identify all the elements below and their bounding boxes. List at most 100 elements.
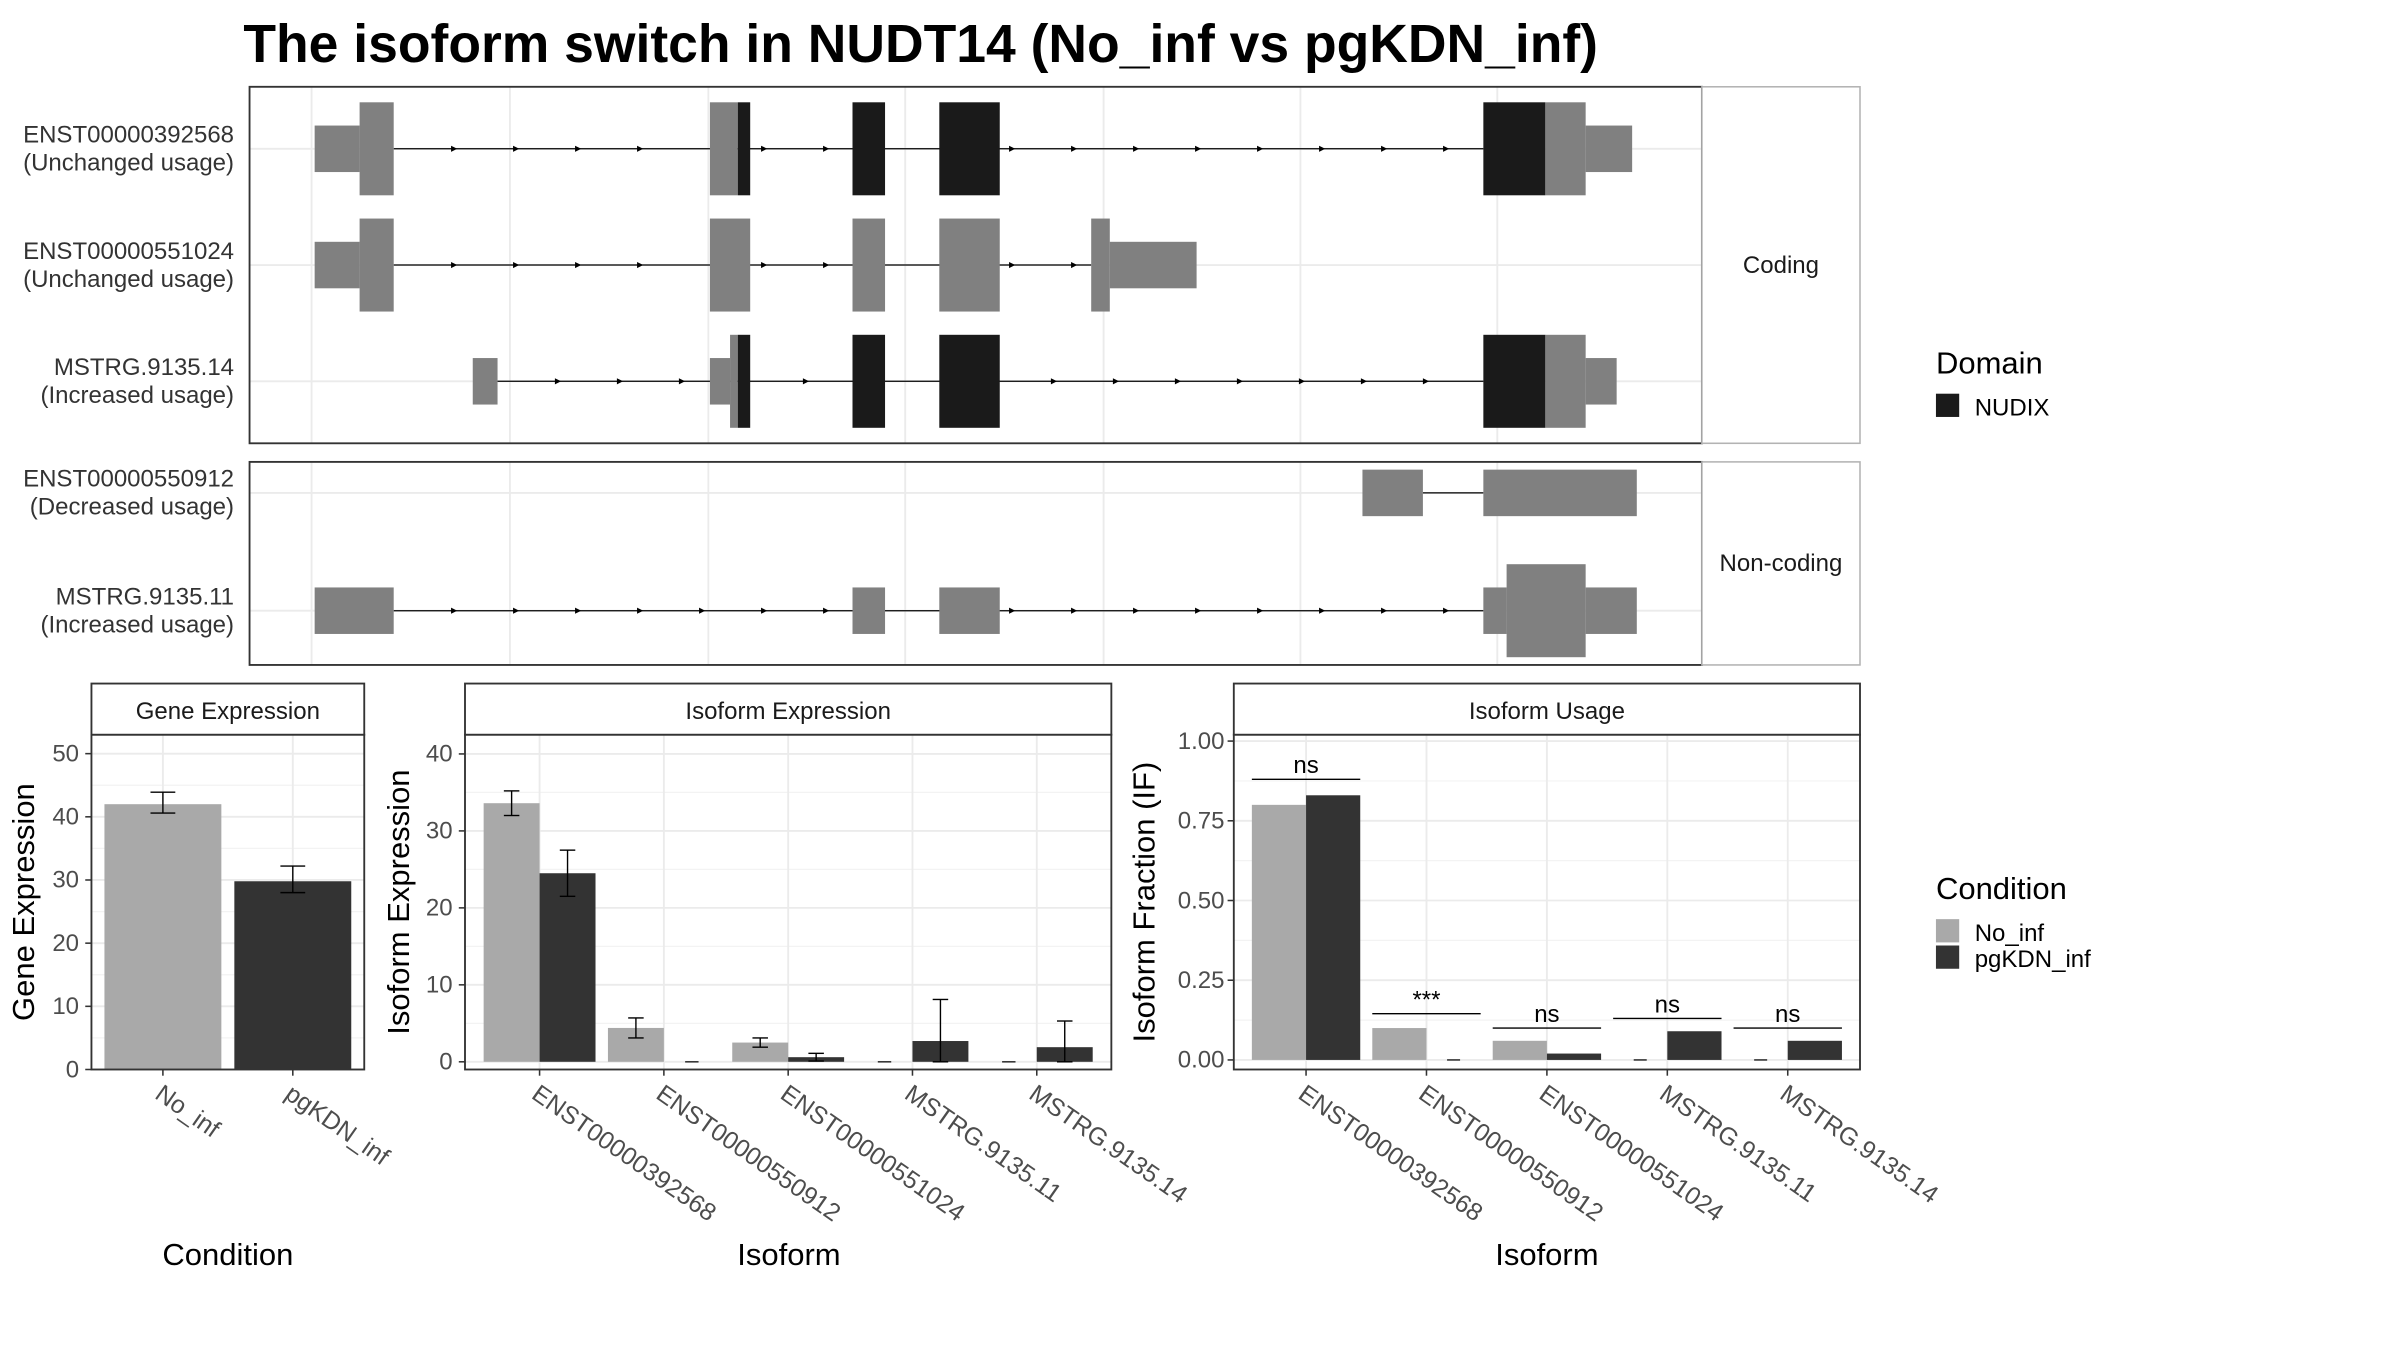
nudix-domain-block [939,102,1000,196]
nudix-domain-block [852,102,886,196]
exon-block [939,218,1000,312]
isoform-usage-label: (Unchanged usage) [23,150,234,177]
direction-arrow [1009,145,1016,152]
direction-arrow [1071,607,1078,614]
y-tick-label: 0.50 [1178,887,1225,914]
direction-arrow [1195,607,1202,614]
exon-block [852,218,886,312]
bar [104,804,222,1070]
facet-strip-label: Isoform Usage [1469,698,1625,725]
direction-arrow [823,607,830,614]
bar [1306,795,1361,1060]
y-tick-label: 0 [66,1056,79,1083]
isoform-name-label: MSTRG.9135.11 [56,584,234,611]
facet-strip [1701,461,1861,666]
direction-arrow [1071,261,1078,269]
y-axis-title: Isoform Expression [381,769,416,1034]
exon-block [472,358,498,405]
exon-block [1585,125,1633,173]
direction-arrow [513,607,520,614]
exon-block [730,334,738,428]
significance-label: ns [1655,991,1680,1018]
y-tick-label: 40 [426,741,453,768]
exon-block [1362,469,1423,517]
bar [1546,1053,1602,1060]
y-tick-label: 50 [52,740,79,767]
direction-arrow [1298,378,1306,385]
direction-arrow [1133,145,1140,152]
facet-strip [464,682,1113,736]
legend-key [1935,945,1960,969]
isoform-name-label: ENST00000551024 [23,238,234,265]
nudix-domain-block [1483,102,1546,196]
significance-label: *** [1412,986,1440,1013]
direction-arrow [761,607,768,614]
isoform-usage-label: (Decreased usage) [30,494,234,521]
y-tick-label: 20 [426,895,453,922]
x-axis-title: Isoform [737,1237,840,1272]
y-tick-label: 10 [52,993,79,1020]
facet-strip-label: Non-coding [1720,550,1843,577]
y-tick-label: 0 [439,1049,452,1076]
figure-title: The isoform switch in NUDT14 (No_inf vs … [243,15,1598,74]
direction-arrow [451,261,458,269]
direction-arrow [1009,261,1016,269]
isoform-usage-label: (Increased usage) [40,382,234,409]
direction-arrow [1236,378,1244,385]
direction-arrow [513,261,520,269]
direction-arrow [451,145,458,152]
direction-arrow [637,145,644,152]
direction-arrow [761,261,768,269]
direction-arrow [1319,145,1326,152]
isoform-name-label: ENST00000550912 [23,466,234,493]
direction-arrow [761,145,768,152]
direction-arrow [1112,378,1120,385]
legend-title: Condition [1936,871,2067,906]
direction-arrow [637,607,644,614]
y-tick-label: 0.25 [1178,967,1225,994]
facet-strip-label: Coding [1743,252,1819,279]
direction-arrow [823,261,830,269]
direction-arrow [1009,607,1016,614]
significance-label: ns [1534,1001,1559,1028]
legend-key [1935,919,1960,943]
exon-block [314,241,360,289]
direction-arrow [637,261,644,269]
direction-arrow [1071,145,1078,152]
exon-block [1545,334,1586,428]
nudix-domain-block [852,334,886,428]
direction-arrow [1422,378,1430,385]
exon-block [1483,587,1507,634]
bar [732,1042,789,1062]
exon-block [314,125,360,173]
direction-arrow [1050,378,1058,385]
x-axis-title: Condition [162,1237,293,1272]
exon-block [359,102,394,196]
significance-label: ns [1293,752,1318,779]
exon-block [1585,587,1637,634]
facet-strip [1701,86,1861,445]
direction-arrow [1257,145,1264,152]
direction-arrow [1381,145,1388,152]
y-tick-label: 1.00 [1178,728,1225,755]
structure-panel-non-coding: ENST00000550912(Decreased usage) MSTRG.91… [23,460,1861,666]
y-tick-label: 30 [52,867,79,894]
facet-strip-label: Isoform Expression [685,698,891,725]
direction-arrow [1133,607,1140,614]
exon-block [939,587,1000,634]
bar [1787,1040,1842,1060]
y-tick-label: 0.75 [1178,808,1225,835]
bar [1667,1031,1722,1060]
nudix-domain-block [1483,334,1546,428]
significance-label: ns [1775,1001,1800,1028]
exon-block [709,358,731,405]
isoform-track [472,334,1617,428]
legend-title: Domain [1936,346,2043,381]
exon-block [1585,358,1617,405]
legend-label: pgKDN_inf [1975,946,2091,973]
y-axis-title: Gene Expression [6,783,41,1021]
direction-arrow [575,145,582,152]
x-tick-label: No_inf [150,1080,224,1143]
